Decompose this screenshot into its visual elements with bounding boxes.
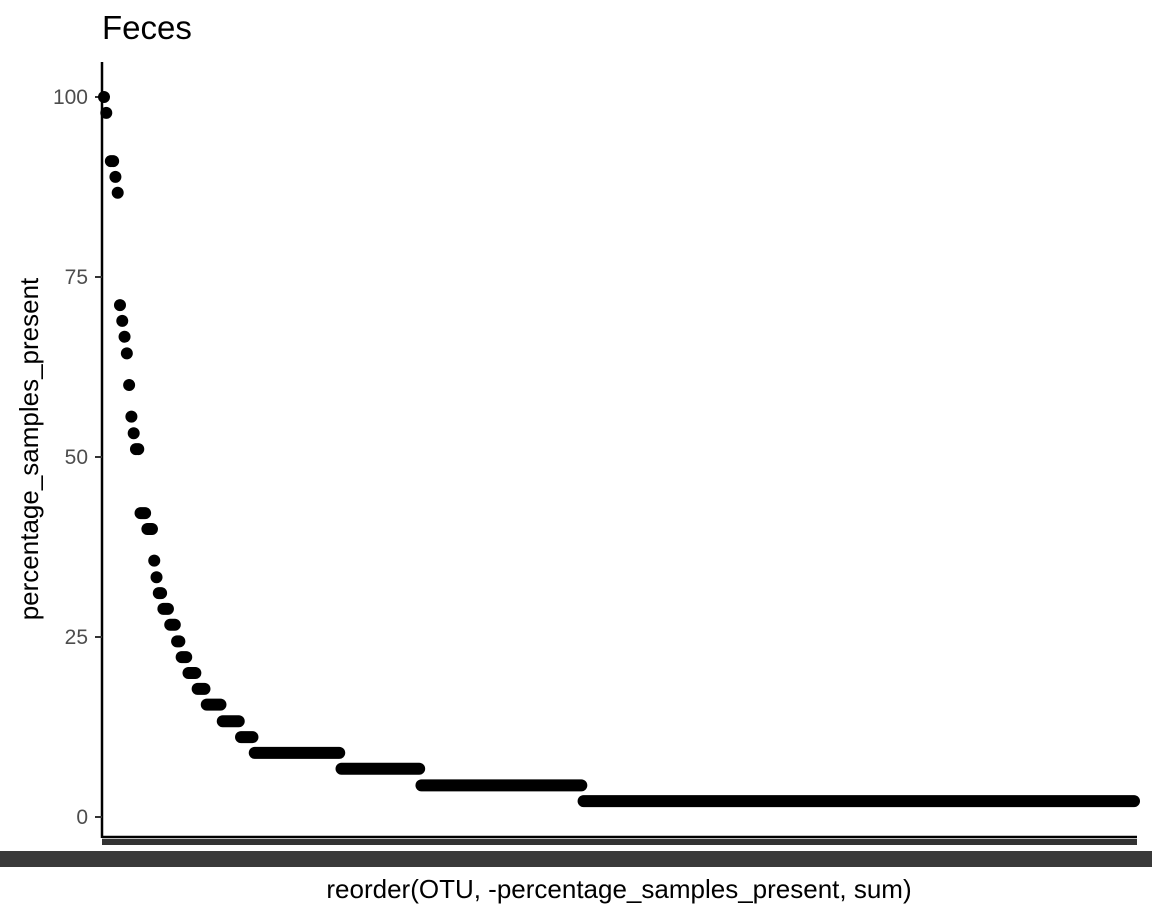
data-point-11 <box>123 379 136 391</box>
data-run-7 <box>164 618 181 631</box>
y-tick-label-50: 50 <box>65 446 88 469</box>
x-tick-label-band <box>0 851 1152 867</box>
data-run-3 <box>148 554 161 567</box>
data-points <box>98 91 1140 808</box>
x-axis-title: reorder(OTU, -percentage_samples_present… <box>326 874 911 904</box>
data-point-4 <box>107 155 120 168</box>
data-run-14 <box>235 731 259 744</box>
x-tick-band <box>102 839 1137 845</box>
y-axis-title: percentage_samples_present <box>14 277 44 620</box>
data-point-9 <box>118 330 131 343</box>
data-point-5 <box>109 170 122 183</box>
data-run-11 <box>191 682 211 695</box>
y-tick-label-75: 75 <box>65 266 88 289</box>
data-run-2 <box>141 523 158 535</box>
data-point-8 <box>116 314 129 327</box>
data-run-17 <box>415 779 588 792</box>
data-run-18 <box>577 795 1140 808</box>
data-run-13 <box>216 715 245 728</box>
y-tick-label-25: 25 <box>65 626 88 649</box>
chart-title: Feces <box>102 9 192 46</box>
data-run-12 <box>200 698 227 711</box>
data-run-10 <box>182 667 202 679</box>
data-run-1 <box>134 507 152 520</box>
data-point-15 <box>132 443 145 456</box>
data-run-8 <box>171 635 186 648</box>
data-run-9 <box>175 651 193 664</box>
data-point-1 <box>98 91 110 103</box>
data-run-16 <box>335 762 426 775</box>
data-point-12 <box>125 410 138 423</box>
data-point-6 <box>111 186 124 199</box>
data-run-6 <box>157 602 174 615</box>
data-run-15 <box>248 746 346 759</box>
data-point-10 <box>120 347 133 360</box>
data-point-13 <box>127 427 140 440</box>
data-point-2 <box>100 106 113 119</box>
y-tick-label-0: 0 <box>76 806 88 829</box>
data-run-5 <box>152 587 168 600</box>
y-tick-label-100: 100 <box>53 86 88 109</box>
data-run-4 <box>150 571 163 584</box>
y-ticks: 0 25 50 75 100 <box>53 86 102 829</box>
data-point-7 <box>113 299 126 312</box>
